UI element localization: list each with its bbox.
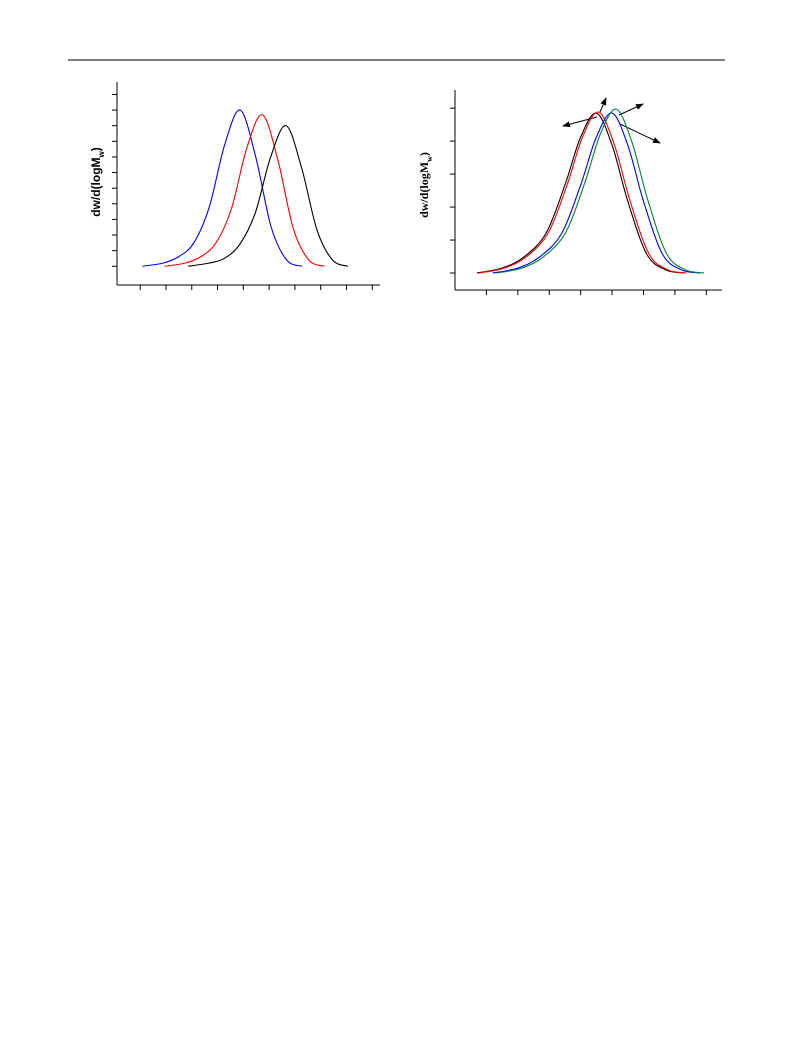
y-axis-label: dw/d(logMw)	[89, 147, 106, 217]
arrow	[562, 116, 598, 128]
label-end: )	[417, 152, 431, 156]
curve	[479, 111, 687, 274]
arrow	[618, 103, 644, 116]
curve	[142, 109, 303, 267]
curve	[496, 108, 705, 274]
label-main: dw/d(logM	[89, 157, 103, 216]
y-axis-label: dw/d(logMw)	[417, 152, 434, 218]
label-main: dw/d(logM	[417, 162, 431, 218]
curve	[188, 125, 349, 267]
curve	[492, 112, 701, 274]
curve	[164, 114, 325, 267]
curve	[476, 112, 685, 274]
label-sub: w	[425, 156, 434, 162]
arrow	[599, 97, 607, 113]
label-sub: w	[97, 150, 106, 158]
label-end: )	[89, 147, 103, 151]
